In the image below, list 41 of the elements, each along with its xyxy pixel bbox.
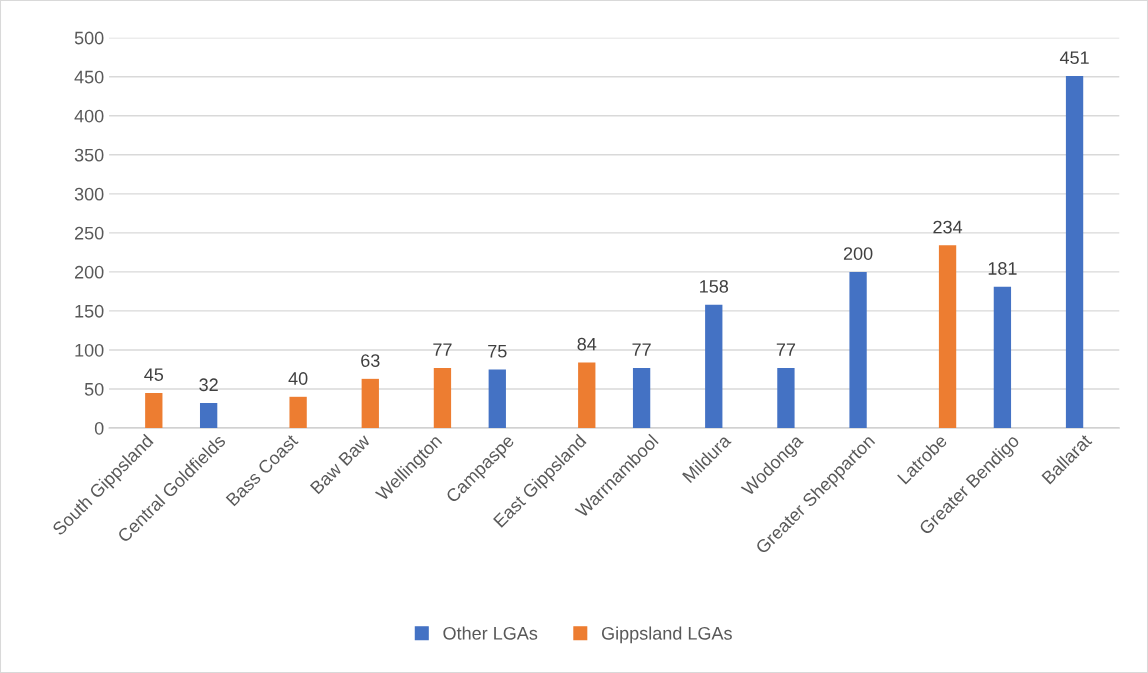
bar: [361, 378, 379, 429]
data-label: 77: [632, 343, 651, 356]
data-label: 234: [933, 220, 963, 234]
bar: [199, 403, 218, 429]
y-tick-label: 400: [74, 109, 104, 123]
bar: [578, 362, 596, 429]
data-label: 40: [288, 372, 308, 385]
data-label: 181: [988, 262, 1017, 275]
data-label: 63: [361, 354, 380, 367]
y-tick-label: 350: [74, 148, 104, 162]
bar: [705, 304, 723, 429]
data-label: 451: [1059, 51, 1089, 65]
y-tick-label: 200: [74, 265, 104, 279]
data-label: 77: [776, 343, 796, 356]
y-tick-label: 0: [94, 421, 104, 435]
bar: [849, 271, 867, 429]
data-label: 45: [144, 368, 164, 381]
y-tick-label: 150: [75, 304, 104, 318]
y-tick-label: 100: [75, 343, 104, 357]
bar: [289, 396, 307, 429]
y-tick-label: 50: [84, 382, 104, 396]
data-label: 158: [700, 279, 729, 293]
data-label: 32: [199, 378, 218, 392]
y-tick-label: 250: [74, 226, 104, 240]
y-tick-label: 500: [74, 31, 104, 45]
bar: [632, 367, 651, 429]
y-tick-label: 300: [74, 187, 104, 201]
bar: [145, 392, 163, 429]
y-tick-label: 450: [74, 70, 104, 84]
bar: [777, 367, 795, 429]
data-label: 77: [433, 343, 452, 356]
data-label: 75: [488, 344, 507, 358]
data-label: 84: [577, 337, 597, 351]
data-label: 200: [843, 247, 873, 260]
bar: [938, 245, 957, 429]
bar: [488, 369, 506, 429]
bar: [1065, 75, 1084, 429]
legend-label: Gippsland LGAs: [601, 626, 732, 644]
bar: [993, 286, 1012, 429]
bar: [433, 367, 452, 429]
legend-label: Other LGAs: [443, 626, 538, 640]
